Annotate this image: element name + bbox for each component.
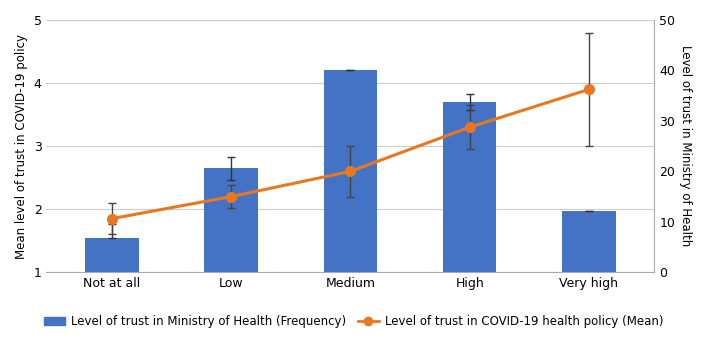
Legend: Level of trust in Ministry of Health (Frequency), Level of trust in COVID-19 hea: Level of trust in Ministry of Health (Fr… (39, 311, 668, 333)
Bar (562, 211, 616, 272)
Y-axis label: Level of trust in Ministry of Health: Level of trust in Ministry of Health (679, 45, 692, 247)
Y-axis label: Mean level of trust in COVID-19 policy: Mean level of trust in COVID-19 policy (15, 34, 28, 259)
Bar (324, 71, 378, 272)
Bar (85, 238, 139, 272)
Bar (204, 168, 258, 272)
Bar (443, 102, 496, 272)
